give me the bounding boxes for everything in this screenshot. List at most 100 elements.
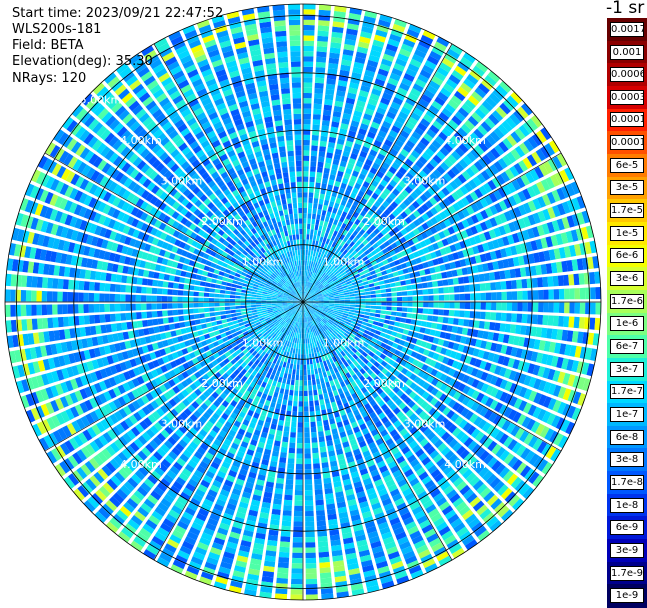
- range-gate-cell: [297, 365, 300, 370]
- range-gate-cell: [326, 84, 335, 90]
- range-gate-cell: [308, 349, 311, 354]
- range-gate-cell: [323, 473, 331, 479]
- range-gate-cell: [308, 385, 312, 391]
- range-gate-cell: [367, 276, 373, 281]
- range-gate-cell: [314, 104, 322, 110]
- range-gate-cell: [314, 400, 319, 406]
- range-gate-cell: [313, 458, 320, 464]
- range-gate-cell: [303, 103, 311, 108]
- range-gate-cell: [307, 260, 309, 265]
- range-gate-cell: [272, 509, 281, 515]
- range-gate-cell: [287, 405, 292, 411]
- range-gate-cell: [491, 302, 496, 310]
- range-gate-cell: [322, 210, 327, 216]
- range-gate-cell: [276, 478, 284, 484]
- range-gate-cell: [326, 152, 333, 158]
- range-gate-cell: [287, 358, 291, 364]
- range-gate-cell: [293, 542, 303, 547]
- range-gate-cell: [178, 316, 184, 322]
- range-gate-cell: [507, 302, 512, 311]
- range-gate-cell: [221, 319, 227, 323]
- range-gate-cell: [538, 303, 543, 313]
- range-gate-cell: [501, 281, 507, 290]
- range-gate-cell: [564, 289, 570, 300]
- range-gate-cell: [316, 172, 322, 178]
- range-gate-cell: [421, 321, 427, 327]
- range-gate-cell: [449, 294, 454, 300]
- range-gate-cell: [304, 443, 310, 448]
- range-gate-cell: [303, 245, 305, 250]
- range-gate-cell: [314, 198, 319, 204]
- range-gate-cell: [313, 114, 321, 120]
- range-gate-cell: [293, 406, 298, 412]
- range-gate-cell: [273, 392, 278, 398]
- range-gate-cell: [294, 516, 303, 521]
- range-gate-cell: [381, 302, 386, 305]
- range-gate-cell: [359, 314, 365, 318]
- range-gate-cell: [381, 289, 387, 293]
- range-gate-cell: [320, 136, 327, 142]
- range-gate-cell: [295, 349, 298, 355]
- range-gate-cell: [303, 218, 306, 223]
- range-gate-cell: [325, 195, 331, 201]
- range-gate-cell: [232, 317, 238, 321]
- range-gate-cell: [325, 89, 334, 95]
- range-gate-cell: [310, 234, 313, 240]
- range-gate-cell: [422, 315, 428, 321]
- range-gate-cell: [296, 375, 299, 380]
- range-gate-cell: [563, 275, 569, 286]
- range-gate-cell: [298, 349, 300, 354]
- range-gate-cell: [355, 302, 360, 304]
- range-gate-cell: [399, 323, 405, 328]
- range-gate-cell: [295, 380, 299, 385]
- range-gate-cell: [574, 317, 580, 328]
- range-gate-cell: [194, 314, 200, 319]
- range-gate-cell: [458, 277, 464, 284]
- range-gate-cell: [293, 537, 303, 542]
- range-gate-cell: [323, 173, 329, 179]
- range-gate-cell: [589, 318, 595, 330]
- range-gate-cell: [589, 272, 595, 284]
- range-gate-cell: [310, 364, 313, 370]
- range-gate-cell: [238, 319, 244, 323]
- range-gate-cell: [319, 394, 324, 400]
- range-gate-cell: [542, 315, 548, 325]
- range-gate-cell: [423, 302, 428, 307]
- range-gate-cell: [290, 432, 296, 438]
- range-gate-cell: [443, 287, 449, 293]
- range-gate-cell: [422, 283, 428, 289]
- range-gate-cell: [553, 316, 559, 327]
- range-gate-cell: [370, 309, 376, 313]
- range-gate-cell: [284, 426, 290, 432]
- range-gate-cell: [326, 403, 331, 409]
- range-gate-cell: [316, 57, 326, 63]
- range-gate-cell: [310, 406, 315, 412]
- range-gate-cell: [278, 420, 284, 426]
- range-gate-cell: [441, 324, 447, 331]
- range-gate-cell: [374, 317, 380, 321]
- range-gate-cell: [280, 536, 290, 542]
- range-gate-cell: [294, 511, 303, 517]
- range-gate-cell: [406, 313, 412, 318]
- range-gate-cell: [221, 315, 227, 319]
- range-gate-cell: [449, 302, 454, 308]
- range-gate-cell: [443, 279, 449, 285]
- range-gate-cell: [294, 359, 297, 365]
- range-gate-cell: [310, 359, 313, 365]
- range-gate-cell: [282, 437, 288, 443]
- range-gate-cell: [299, 338, 301, 343]
- range-gate-cell: [306, 553, 316, 559]
- range-gate-cell: [154, 326, 160, 333]
- range-gate-cell: [321, 231, 325, 237]
- range-gate-cell: [580, 303, 586, 314]
- range-gate-cell: [303, 156, 309, 161]
- range-gate-cell: [315, 78, 324, 84]
- range-gate-cell: [273, 499, 282, 505]
- range-gate-cell: [460, 294, 466, 301]
- range-gate-cell: [304, 401, 308, 406]
- range-gate-cell: [349, 310, 355, 313]
- range-gate-cell: [282, 521, 291, 527]
- range-gate-cell: [447, 325, 453, 332]
- range-gate-cell: [381, 310, 387, 314]
- range-gate-cell: [237, 316, 243, 320]
